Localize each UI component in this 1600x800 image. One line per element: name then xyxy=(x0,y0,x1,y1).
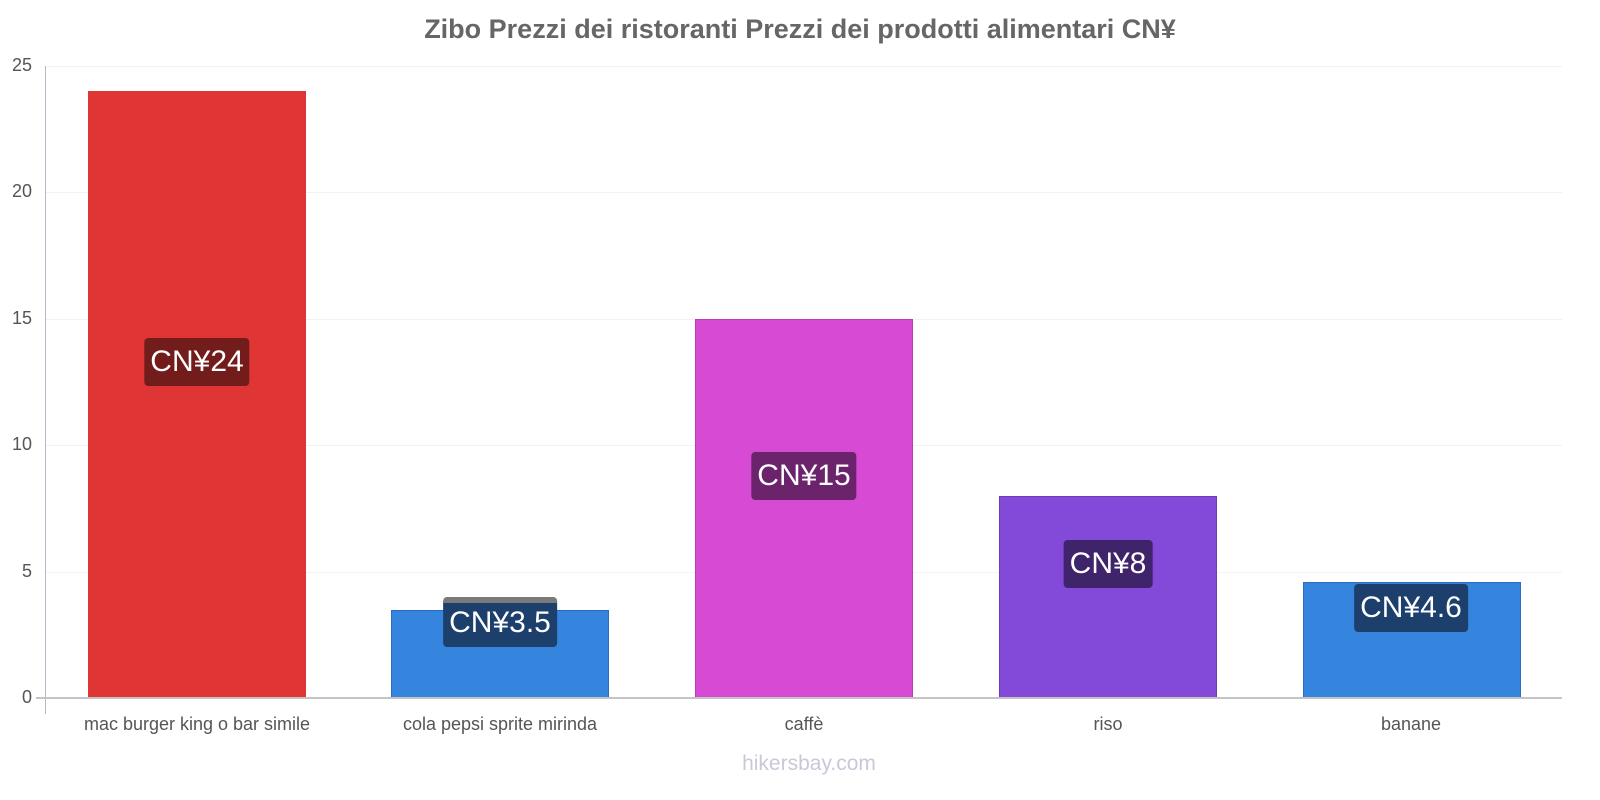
x-tick-label: caffè xyxy=(784,714,824,734)
data-label: CN¥24 xyxy=(144,338,250,386)
y-tick-label: 20 xyxy=(11,181,32,201)
x-axis xyxy=(36,697,1562,699)
y-tick-label: 25 xyxy=(11,55,32,75)
bar-mac-burger[interactable] xyxy=(88,91,306,698)
gridline xyxy=(46,66,1562,67)
data-label: CN¥3.5 xyxy=(443,597,557,647)
watermark: hikersbay.com xyxy=(742,752,876,775)
chart-title: Zibo Prezzi dei ristoranti Prezzi dei pr… xyxy=(424,14,1176,44)
y-tick-label: 0 xyxy=(21,687,32,707)
x-tick-label: mac burger king o bar simile xyxy=(83,714,311,734)
x-tick-label: banane xyxy=(1380,714,1442,734)
y-tick-label: 10 xyxy=(11,434,32,454)
data-label: CN¥8 xyxy=(1063,540,1153,588)
gridline xyxy=(46,192,1562,193)
plot-area xyxy=(46,66,1562,698)
x-tick-label: cola pepsi sprite mirinda xyxy=(402,714,598,734)
bar-riso[interactable] xyxy=(999,496,1217,698)
x-tick-label: riso xyxy=(1093,714,1123,734)
data-label: CN¥15 xyxy=(751,452,857,500)
bar-caffe[interactable] xyxy=(695,319,913,698)
y-tick-label: 15 xyxy=(11,308,32,328)
y-axis xyxy=(45,66,46,714)
y-tick-mark xyxy=(36,697,45,698)
data-label: CN¥4.6 xyxy=(1354,584,1468,632)
y-tick-label: 5 xyxy=(21,561,32,581)
